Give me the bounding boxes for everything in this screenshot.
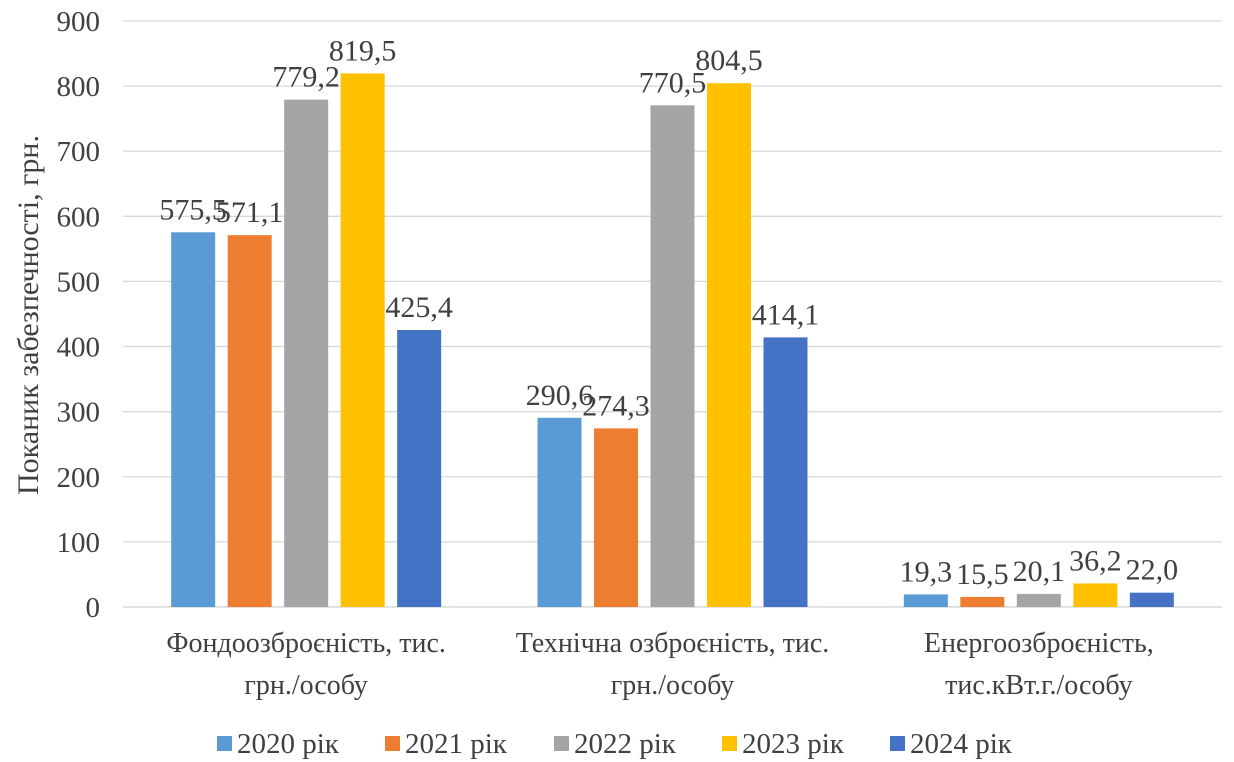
category-label: грн./особу (244, 670, 368, 701)
y-tick-label: 700 (57, 136, 101, 168)
y-tick-label: 600 (57, 201, 101, 233)
data-label: 819,5 (329, 34, 397, 67)
bars (171, 73, 1174, 608)
bar-2024-рік (397, 330, 442, 607)
bar-2024-рік (763, 337, 808, 607)
bar-2022-рік (1016, 593, 1061, 607)
bar-2020-рік (171, 232, 216, 607)
data-label: 19,3 (900, 555, 953, 588)
y-tick-label: 200 (57, 462, 101, 494)
category-label: Технічна озброєність, тис. (516, 628, 830, 659)
category-label: грн./особу (611, 670, 735, 701)
data-label: 36,2 (1069, 544, 1122, 577)
bar-2023-рік (1073, 583, 1118, 607)
category-label: Енергоозброєність, (924, 628, 1154, 659)
data-label: 571,1 (216, 196, 284, 229)
data-label: 425,4 (385, 291, 453, 324)
legend-swatch (217, 736, 232, 751)
y-tick-label: 800 (57, 71, 101, 103)
y-tick-label: 900 (57, 6, 101, 38)
y-axis-title: Поканик забезпечності, грн. (12, 135, 45, 495)
legend-label: 2022 рік (574, 728, 677, 760)
legend-swatch (722, 736, 737, 751)
y-tick-label: 300 (57, 397, 101, 429)
x-axis-category-labels: Фондоозброєність, тис. грн./особу Технічна… (166, 628, 1153, 701)
y-axis-ticks: 0 100 200 300 400 500 600 700 800 900 (57, 6, 101, 624)
legend-label: 2020 рік (237, 728, 340, 760)
data-label: 779,2 (272, 61, 340, 94)
bar-2021-рік (960, 596, 1005, 607)
data-label: 414,1 (752, 298, 820, 331)
bar-2023-рік (707, 83, 751, 608)
bar-2022-рік (650, 105, 695, 608)
bar-2023-рік (340, 73, 385, 608)
legend: 2020 рік 2021 рік 2022 рік 2023 рік 2024 рік (217, 728, 1013, 760)
bar-2021-рік (227, 235, 272, 607)
y-tick-label: 0 (86, 592, 101, 624)
bar-2022-рік (284, 99, 329, 607)
legend-label: 2023 рік (742, 728, 845, 760)
data-label: 804,5 (695, 44, 763, 77)
legend-swatch (890, 736, 905, 751)
legend-swatch (385, 736, 400, 751)
legend-label: 2024 рік (910, 728, 1013, 760)
data-label: 770,5 (639, 66, 707, 99)
data-label: 20,1 (1013, 555, 1066, 588)
data-label: 575,5 (159, 193, 227, 226)
bar-2020-рік (537, 417, 582, 607)
bar-2021-рік (594, 428, 638, 607)
legend-label: 2021 рік (405, 728, 508, 760)
data-label: 290,6 (526, 379, 594, 412)
data-label: 274,3 (582, 389, 650, 422)
bar-2024-рік (1129, 592, 1174, 607)
y-tick-label: 100 (57, 527, 101, 559)
category-label: Фондоозброєність, тис. (166, 628, 446, 659)
data-label: 15,5 (956, 558, 1009, 591)
legend-swatch (554, 736, 569, 751)
y-tick-label: 400 (57, 332, 101, 364)
category-label: тис.кВт.г./особу (945, 670, 1132, 701)
y-tick-label: 500 (57, 266, 101, 298)
bar-2020-рік (903, 594, 948, 607)
data-label: 22,0 (1126, 554, 1179, 587)
